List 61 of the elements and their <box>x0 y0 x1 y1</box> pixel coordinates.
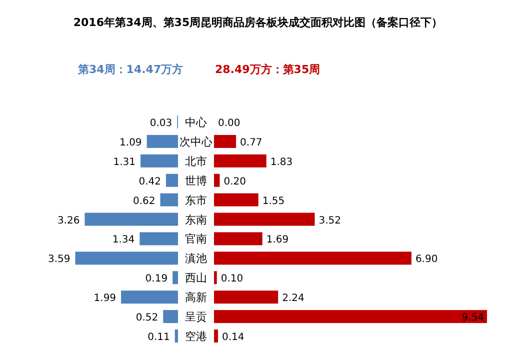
bar <box>160 193 178 206</box>
bar <box>214 252 412 265</box>
bar <box>75 252 178 265</box>
bar <box>214 212 315 226</box>
data-label: 0.11 <box>148 332 170 343</box>
data-label: 1.34 <box>112 234 135 246</box>
text: 28.49万方：第35周 <box>215 63 320 76</box>
bar <box>214 193 258 206</box>
y-tick-label: 西山 <box>185 272 207 285</box>
y-tick-label: 高新 <box>185 291 207 304</box>
y-tick-label: 中心 <box>185 116 207 129</box>
data-label: 1.55 <box>262 196 285 207</box>
bar <box>121 290 178 304</box>
bar <box>214 310 487 324</box>
y-tick-label: 呈贡 <box>185 310 207 324</box>
y-tick-label: 东市 <box>185 194 207 207</box>
data-label: 1.69 <box>266 234 289 246</box>
bar <box>84 212 178 226</box>
bar <box>214 330 218 342</box>
bar <box>163 310 178 324</box>
y-tick-label: 北市 <box>185 154 207 168</box>
data-label: 9.54 <box>462 312 484 324</box>
data-label: 1.31 <box>113 156 136 168</box>
bar <box>140 232 178 246</box>
data-label: 0.03 <box>150 118 172 129</box>
bar <box>214 232 262 246</box>
bar <box>214 154 266 168</box>
bar <box>146 134 178 148</box>
data-label: 6.90 <box>415 254 438 266</box>
bar <box>174 330 178 342</box>
text: 2016年第34周、第35周昆明商品房各板块成交面积对比图（备案口径下） <box>73 16 443 29</box>
data-label: 0.19 <box>145 274 168 285</box>
data-label: 3.26 <box>57 215 80 226</box>
data-label: 0.10 <box>220 274 244 285</box>
bar <box>166 174 178 187</box>
y-tick-label: 官南 <box>185 232 207 246</box>
data-label: 1.99 <box>94 293 116 304</box>
text: 第34周：14.47万方 <box>77 63 184 76</box>
y-tick-label: 世博 <box>185 174 207 188</box>
y-tick-label: 滇池 <box>185 252 207 266</box>
data-label: 3.59 <box>48 254 70 266</box>
data-label: 0.20 <box>224 176 246 188</box>
data-label: 0.77 <box>240 137 262 148</box>
data-label: 0.42 <box>138 176 161 188</box>
bar <box>214 271 217 284</box>
data-label: 0.14 <box>222 332 244 343</box>
bar <box>214 290 278 304</box>
data-label: 1.09 <box>120 137 142 148</box>
data-label: 2.24 <box>282 293 304 304</box>
data-label: 1.83 <box>270 156 293 168</box>
data-label: 0.00 <box>218 118 240 129</box>
y-tick-label: 东南 <box>185 213 207 226</box>
data-label: 3.52 <box>318 215 341 226</box>
bar <box>172 271 178 284</box>
y-tick-label: 次中心 <box>180 135 212 148</box>
bar <box>140 154 178 168</box>
data-label: 0.52 <box>136 312 158 324</box>
bar <box>214 174 220 187</box>
bar <box>214 134 236 148</box>
data-label: 0.62 <box>132 196 156 207</box>
y-tick-label: 空港 <box>185 330 207 343</box>
